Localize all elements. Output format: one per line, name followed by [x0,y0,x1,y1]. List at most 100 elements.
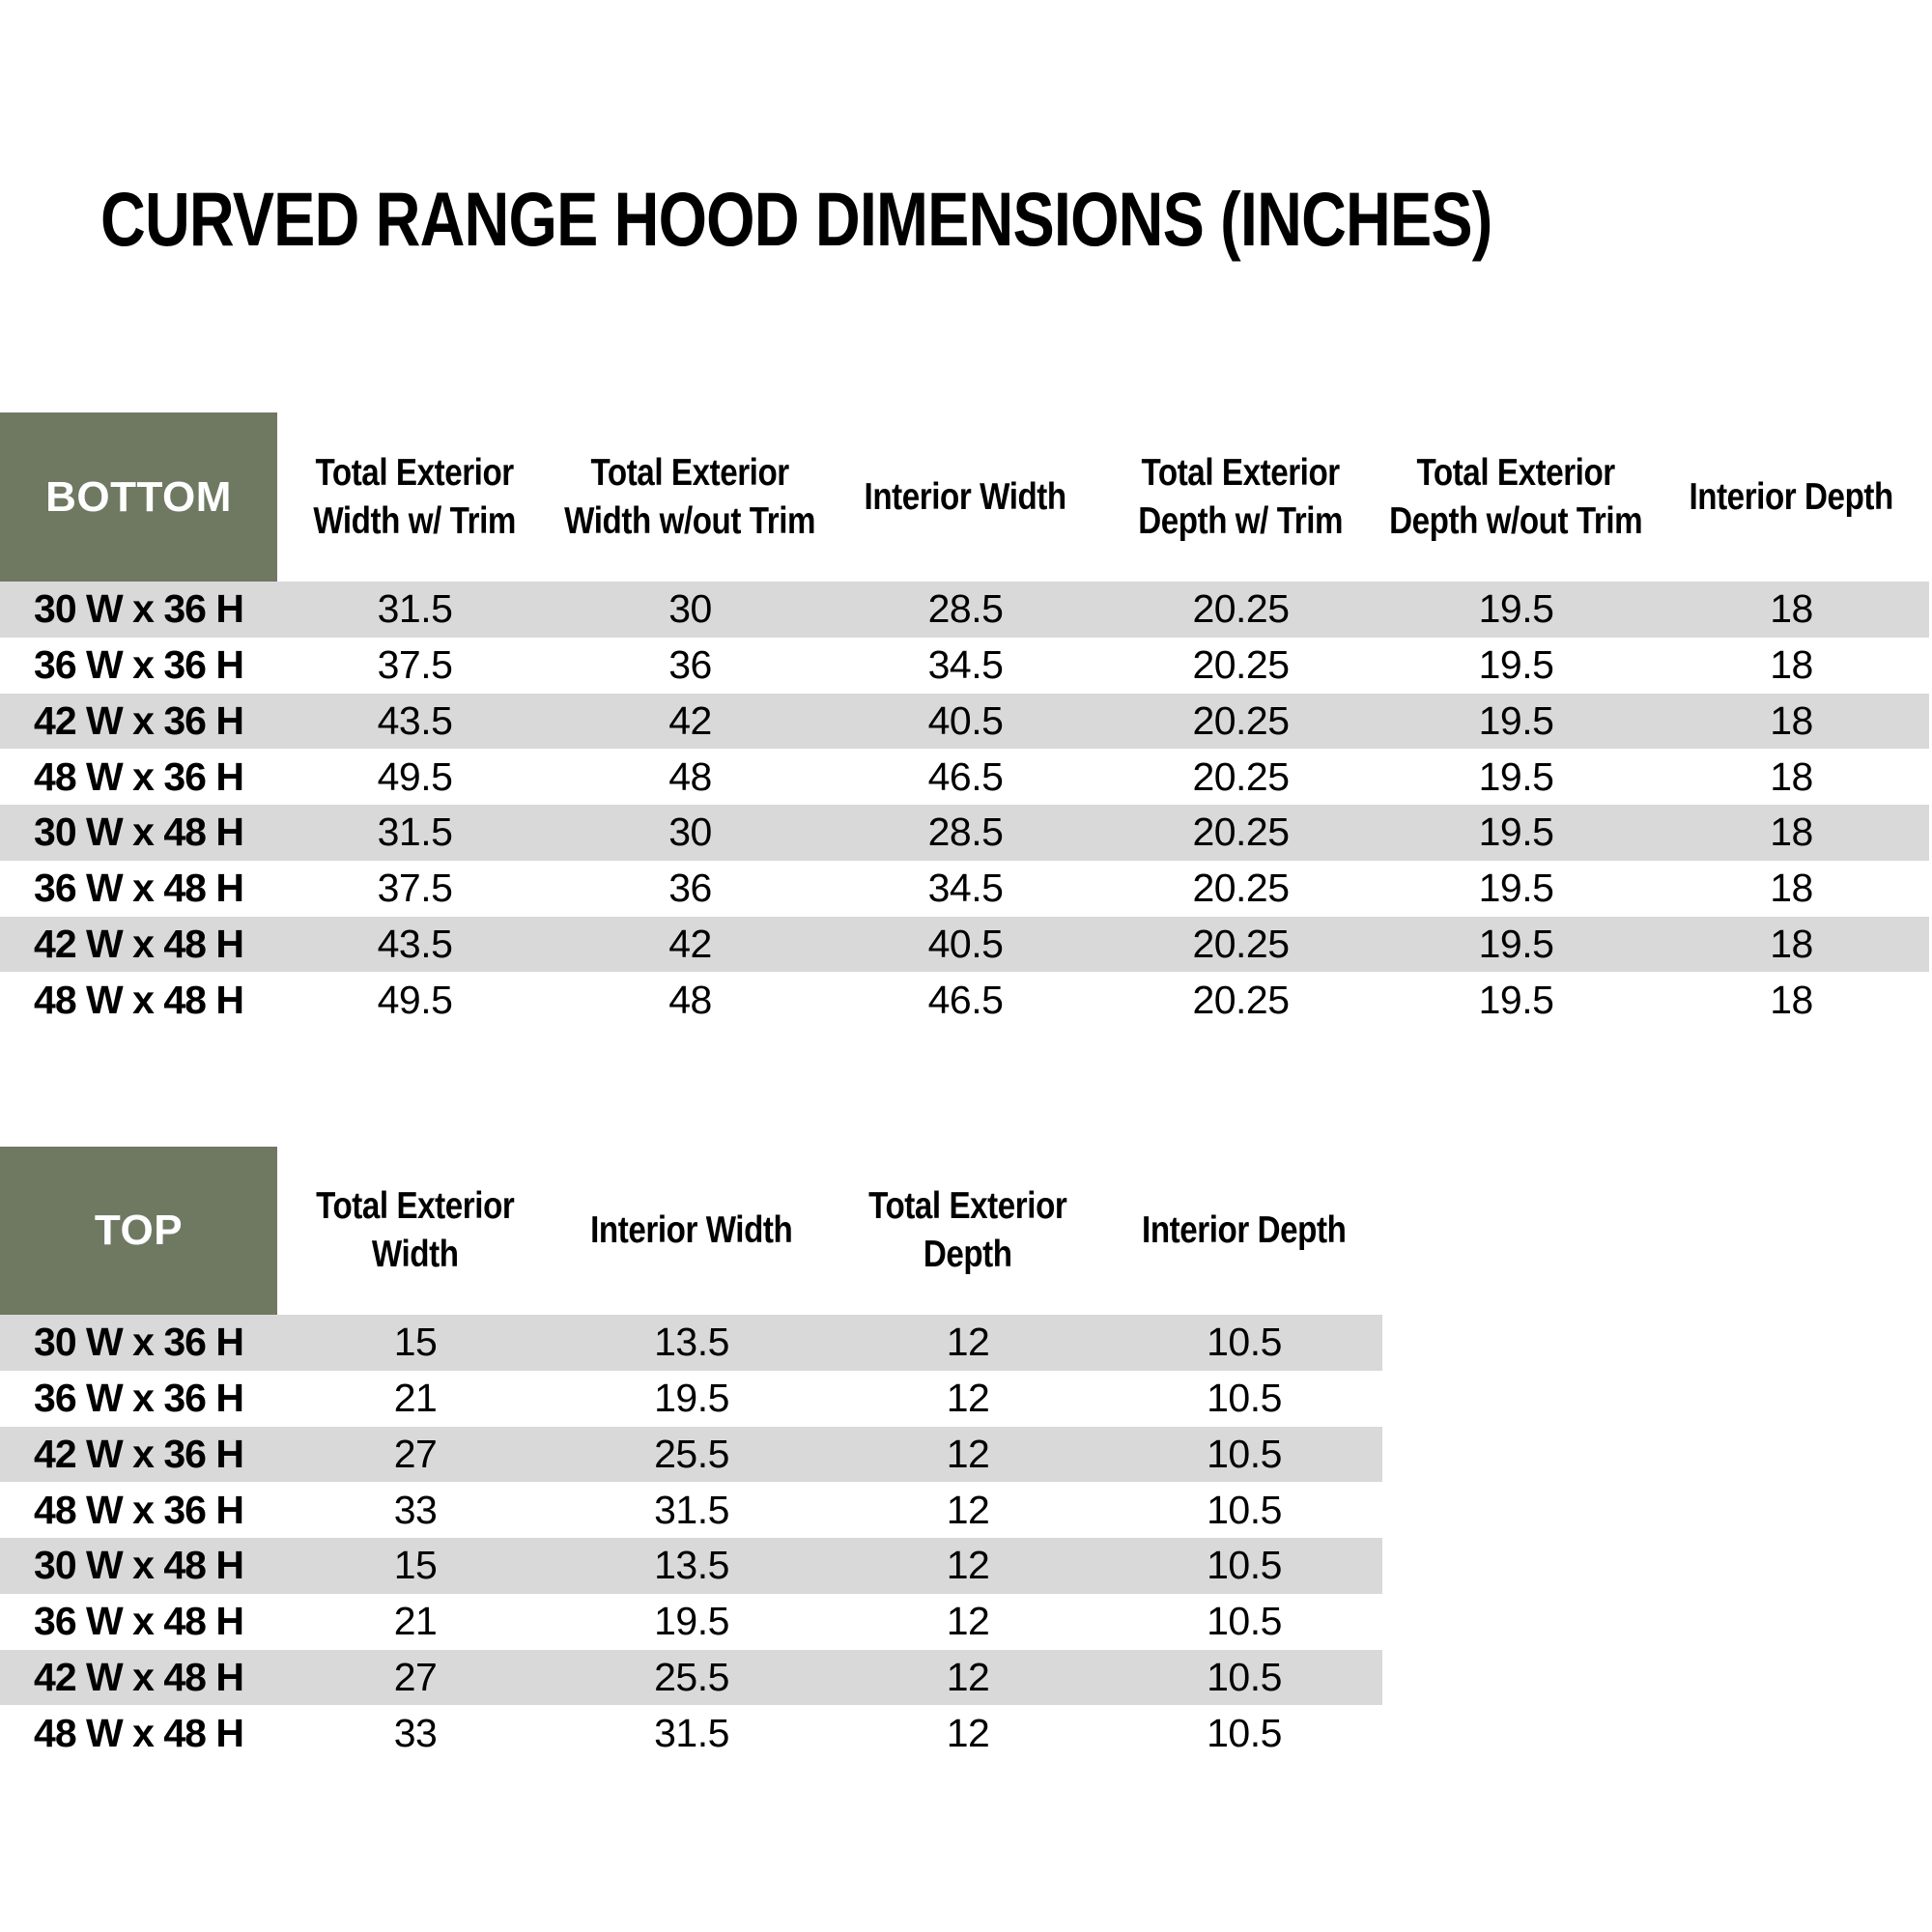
row-label: 30 W x 48 H [0,805,277,861]
table-cell: 40.5 [828,693,1103,750]
table-cell: 30 [553,805,828,861]
table-cell: 18 [1654,637,1929,694]
bottom-row-4: 30 W x 48 H 31.5 30 28.5 20.25 19.5 18 [0,805,1929,861]
table-cell: 48 [553,749,828,805]
table-cell: 28.5 [828,805,1103,861]
top-row-7: 48 W x 48 H 33 31.5 12 10.5 [0,1705,1382,1761]
top-dimensions-table: TOP Total Exterior Width Interior Width Tot… [0,1147,1382,1761]
table-cell: 10.5 [1106,1482,1382,1538]
top-row-4: 30 W x 48 H 15 13.5 12 10.5 [0,1538,1382,1594]
table-cell: 10.5 [1106,1370,1382,1427]
table-cell: 36 [553,637,828,694]
table-cell: 42 [553,916,828,973]
row-label: 30 W x 36 H [0,582,277,638]
bottom-column-header-4: Total Exterior Depth w/out Trim [1378,412,1654,582]
table-cell: 49.5 [277,972,553,1028]
table-cell: 46.5 [828,749,1103,805]
column-header-text: Interior Width [864,475,1067,518]
top-row-6: 42 W x 48 H 27 25.5 12 10.5 [0,1649,1382,1706]
bottom-row-3: 48 W x 36 H 49.5 48 46.5 20.25 19.5 18 [0,749,1929,805]
bottom-row-7: 48 W x 48 H 49.5 48 46.5 20.25 19.5 18 [0,972,1929,1028]
table-cell: 18 [1654,582,1929,638]
table-cell: 43.5 [277,693,553,750]
table-cell: 19.5 [1378,805,1654,861]
top-row-1: 36 W x 36 H 21 19.5 12 10.5 [0,1370,1382,1427]
table-cell: 19.5 [1378,749,1654,805]
table-cell: 12 [830,1705,1106,1761]
row-label: 48 W x 36 H [0,749,277,805]
table-cell: 46.5 [828,972,1103,1028]
table-cell: 18 [1654,693,1929,750]
table-cell: 19.5 [1378,693,1654,750]
table-cell: 12 [830,1482,1106,1538]
top-column-header-0: Total Exterior Width [277,1147,554,1315]
table-cell: 19.5 [554,1370,830,1427]
table-cell: 18 [1654,972,1929,1028]
table-cell: 10.5 [1106,1426,1382,1483]
column-header-text: Interior Depth [1142,1209,1347,1251]
top-column-header-1: Interior Width [554,1147,830,1315]
table-cell: 20.25 [1103,749,1378,805]
row-label: 42 W x 48 H [0,1649,277,1706]
table-cell: 34.5 [828,860,1103,917]
bottom-column-header-1: Total Exterior Width w/out Trim [553,412,828,582]
table-cell: 18 [1654,860,1929,917]
bottom-row-0: 30 W x 36 H 31.5 30 28.5 20.25 19.5 18 [0,582,1929,638]
table-cell: 33 [277,1482,554,1538]
table-cell: 20.25 [1103,916,1378,973]
page-title: CURVED RANGE HOOD DIMENSIONS (INCHES) [100,176,1492,262]
column-header-text: Total Exterior Depth [868,1185,1067,1275]
bottom-corner-label: BOTTOM [0,412,277,582]
top-header-row: TOP Total Exterior Width Interior Width Tot… [0,1147,1382,1315]
column-header-text: Total Exterior Width w/ Trim [313,451,517,542]
bottom-row-5: 36 W x 48 H 37.5 36 34.5 20.25 19.5 18 [0,860,1929,917]
table-cell: 43.5 [277,916,553,973]
bottom-row-6: 42 W x 48 H 43.5 42 40.5 20.25 19.5 18 [0,916,1929,973]
bottom-column-header-5: Interior Depth [1654,412,1929,582]
table-cell: 49.5 [277,749,553,805]
table-cell: 18 [1654,749,1929,805]
table-cell: 20.25 [1103,693,1378,750]
table-cell: 15 [277,1538,554,1594]
table-cell: 13.5 [554,1315,830,1371]
table-cell: 18 [1654,805,1929,861]
row-label: 42 W x 48 H [0,916,277,973]
bottom-column-header-0: Total Exterior Width w/ Trim [277,412,553,582]
table-cell: 19.5 [1378,916,1654,973]
table-cell: 48 [553,972,828,1028]
table-cell: 37.5 [277,637,553,694]
row-label: 36 W x 48 H [0,860,277,917]
table-cell: 25.5 [554,1426,830,1483]
table-cell: 19.5 [1378,582,1654,638]
table-cell: 25.5 [554,1649,830,1706]
table-cell: 37.5 [277,860,553,917]
top-row-5: 36 W x 48 H 21 19.5 12 10.5 [0,1593,1382,1650]
row-label: 42 W x 36 H [0,1426,277,1483]
table-cell: 21 [277,1370,554,1427]
table-cell: 18 [1654,916,1929,973]
table-cell: 21 [277,1593,554,1650]
table-cell: 12 [830,1370,1106,1427]
table-cell: 19.5 [1378,637,1654,694]
table-cell: 20.25 [1103,582,1378,638]
row-label: 30 W x 48 H [0,1538,277,1594]
table-cell: 20.25 [1103,972,1378,1028]
table-cell: 27 [277,1649,554,1706]
top-column-header-2: Total Exterior Depth [830,1147,1106,1315]
row-label: 36 W x 36 H [0,1370,277,1427]
table-cell: 15 [277,1315,554,1371]
bottom-row-1: 36 W x 36 H 37.5 36 34.5 20.25 19.5 18 [0,637,1929,694]
table-cell: 33 [277,1705,554,1761]
table-cell: 36 [553,860,828,917]
table-cell: 10.5 [1106,1705,1382,1761]
row-label: 30 W x 36 H [0,1315,277,1371]
table-cell: 27 [277,1426,554,1483]
bottom-dimensions-table: BOTTOM Total Exterior Width w/ Trim Total … [0,412,1929,1028]
table-cell: 19.5 [554,1593,830,1650]
table-cell: 31.5 [277,805,553,861]
table-cell: 10.5 [1106,1593,1382,1650]
top-column-header-3: Interior Depth [1106,1147,1382,1315]
table-cell: 12 [830,1426,1106,1483]
top-row-0: 30 W x 36 H 15 13.5 12 10.5 [0,1315,1382,1371]
table-cell: 34.5 [828,637,1103,694]
